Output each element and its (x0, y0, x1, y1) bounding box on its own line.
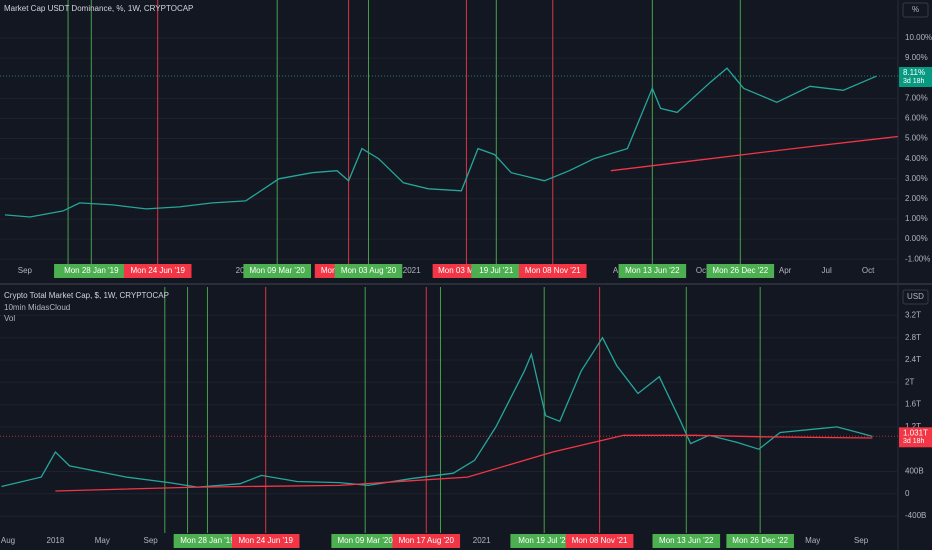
event-label-box (243, 264, 312, 278)
event-label-box (706, 264, 775, 278)
y-tick-label: 400B (905, 467, 924, 476)
x-tick-label: Oct (862, 266, 875, 275)
x-tick-label: Sep (143, 536, 158, 545)
y-tick-label: 4.00% (905, 154, 928, 163)
price-line (55, 434, 873, 492)
y-tick-label: -1.00% (905, 254, 930, 263)
event-label-box (471, 264, 522, 278)
event-label-box (231, 534, 300, 548)
x-tick-label: 2018 (47, 536, 65, 545)
event-label-box (510, 534, 578, 548)
event-label: 19 Jul '21 (479, 266, 514, 275)
unit-button[interactable] (902, 2, 929, 18)
unit-button[interactable] (902, 289, 929, 305)
event-label: Mon 24 Jun '19 (130, 266, 185, 275)
y-tick-label: 3.00% (905, 174, 928, 183)
event-label-box (726, 534, 794, 548)
event-label: Mon 26 Dec '22 (712, 266, 768, 275)
price-line (610, 135, 899, 172)
event-label-box (565, 534, 634, 548)
x-tick-label: May (95, 536, 110, 545)
x-tick-label: Jul (822, 266, 832, 275)
event-label-box (334, 264, 403, 278)
x-tick-label: Apr (779, 266, 792, 275)
event-label-box (123, 264, 192, 278)
y-tick-label: 1.6T (905, 400, 921, 409)
event-label: Mon 03 Aug '20 (341, 266, 397, 275)
x-tick-label: Oct (696, 266, 709, 275)
y-tick-label: -400B (905, 511, 926, 520)
y-tick-label: 7.00% (905, 93, 928, 102)
y-tick-label: 2.8T (905, 333, 921, 342)
y-tick-label: 2.00% (905, 194, 928, 203)
x-tick-label: 2021 (403, 266, 421, 275)
y-tick-label: 1.2T (905, 422, 921, 431)
x-tick-label: Sep (854, 536, 869, 545)
chart-title: Crypto Total Market Cap, $, 1W, CRYPTOCA… (4, 291, 169, 300)
y-tick-label: 6.00% (905, 114, 928, 123)
event-label: Mon 09 Mar '20 (337, 536, 393, 545)
unit-label[interactable]: USD (907, 292, 924, 301)
price-line (1, 336, 873, 488)
event-label-box (331, 534, 399, 548)
event-label-box (652, 534, 721, 548)
y-tick-label: 10.00% (905, 33, 932, 42)
event-label: Mon 03 May '21 (438, 266, 495, 275)
y-tick-label: 0.00% (905, 234, 928, 243)
unit-label[interactable]: % (912, 5, 919, 14)
countdown-label: 3d 18h (903, 78, 925, 85)
chart-title: Market Cap USDT Dominance, %, 1W, CRYPTO… (4, 4, 193, 13)
event-label: Mon 28 Jan '19 (64, 266, 119, 275)
indicator-label: Vol (4, 314, 15, 323)
event-label-box (618, 264, 687, 278)
y-tick-label: 5.00% (905, 134, 928, 143)
event-label-box (57, 264, 126, 278)
last-price-label: 1.031T (903, 428, 928, 437)
last-price-badge (899, 427, 932, 448)
event-label-box (518, 264, 587, 278)
event-label: Mon 17 Aug '20 (399, 536, 455, 545)
indicator-label: 10min MidasCloud (4, 303, 70, 312)
x-tick-label: 2021 (473, 536, 491, 545)
event-label: Mon 19 Jul '21 (518, 536, 570, 545)
y-tick-label: 9.00% (905, 53, 928, 62)
event-label: Mon 08 Nov '21 (525, 266, 581, 275)
y-tick-label: 1.00% (905, 214, 928, 223)
last-price-badge (899, 67, 932, 88)
event-label: Mon 24 Jun '19 (238, 536, 293, 545)
last-price-label: 8.11% (903, 68, 925, 77)
y-tick-label: 2T (905, 377, 914, 386)
event-label-box (173, 534, 242, 548)
event-label: Mon 08 Nov '21 (572, 536, 628, 545)
x-tick-label: May (805, 536, 820, 545)
event-label: Mon 09 Mar '20 (250, 266, 306, 275)
countdown-label: 3d 18h (903, 438, 925, 445)
event-label-box (392, 534, 461, 548)
x-tick-label: Aug (1, 536, 15, 545)
event-label: Mon 26 Dec '22 (732, 536, 788, 545)
y-tick-label: 3.2T (905, 311, 921, 320)
y-tick-label: 0 (905, 489, 910, 498)
x-tick-label: 202 (236, 266, 250, 275)
price-line (4, 67, 877, 218)
event-label: Mon 13 Jun '22 (659, 536, 714, 545)
event-label: Mon 13 Jun '22 (625, 266, 680, 275)
x-tick-label: Sep (18, 266, 33, 275)
event-label: Mon 28 Jan '19 (180, 536, 235, 545)
y-tick-label: 2.4T (905, 355, 921, 364)
